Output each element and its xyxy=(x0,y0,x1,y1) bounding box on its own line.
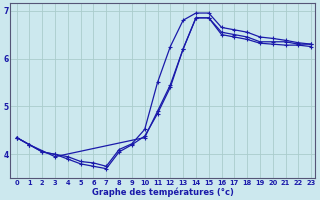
X-axis label: Graphe des températures (°c): Graphe des températures (°c) xyxy=(92,187,234,197)
